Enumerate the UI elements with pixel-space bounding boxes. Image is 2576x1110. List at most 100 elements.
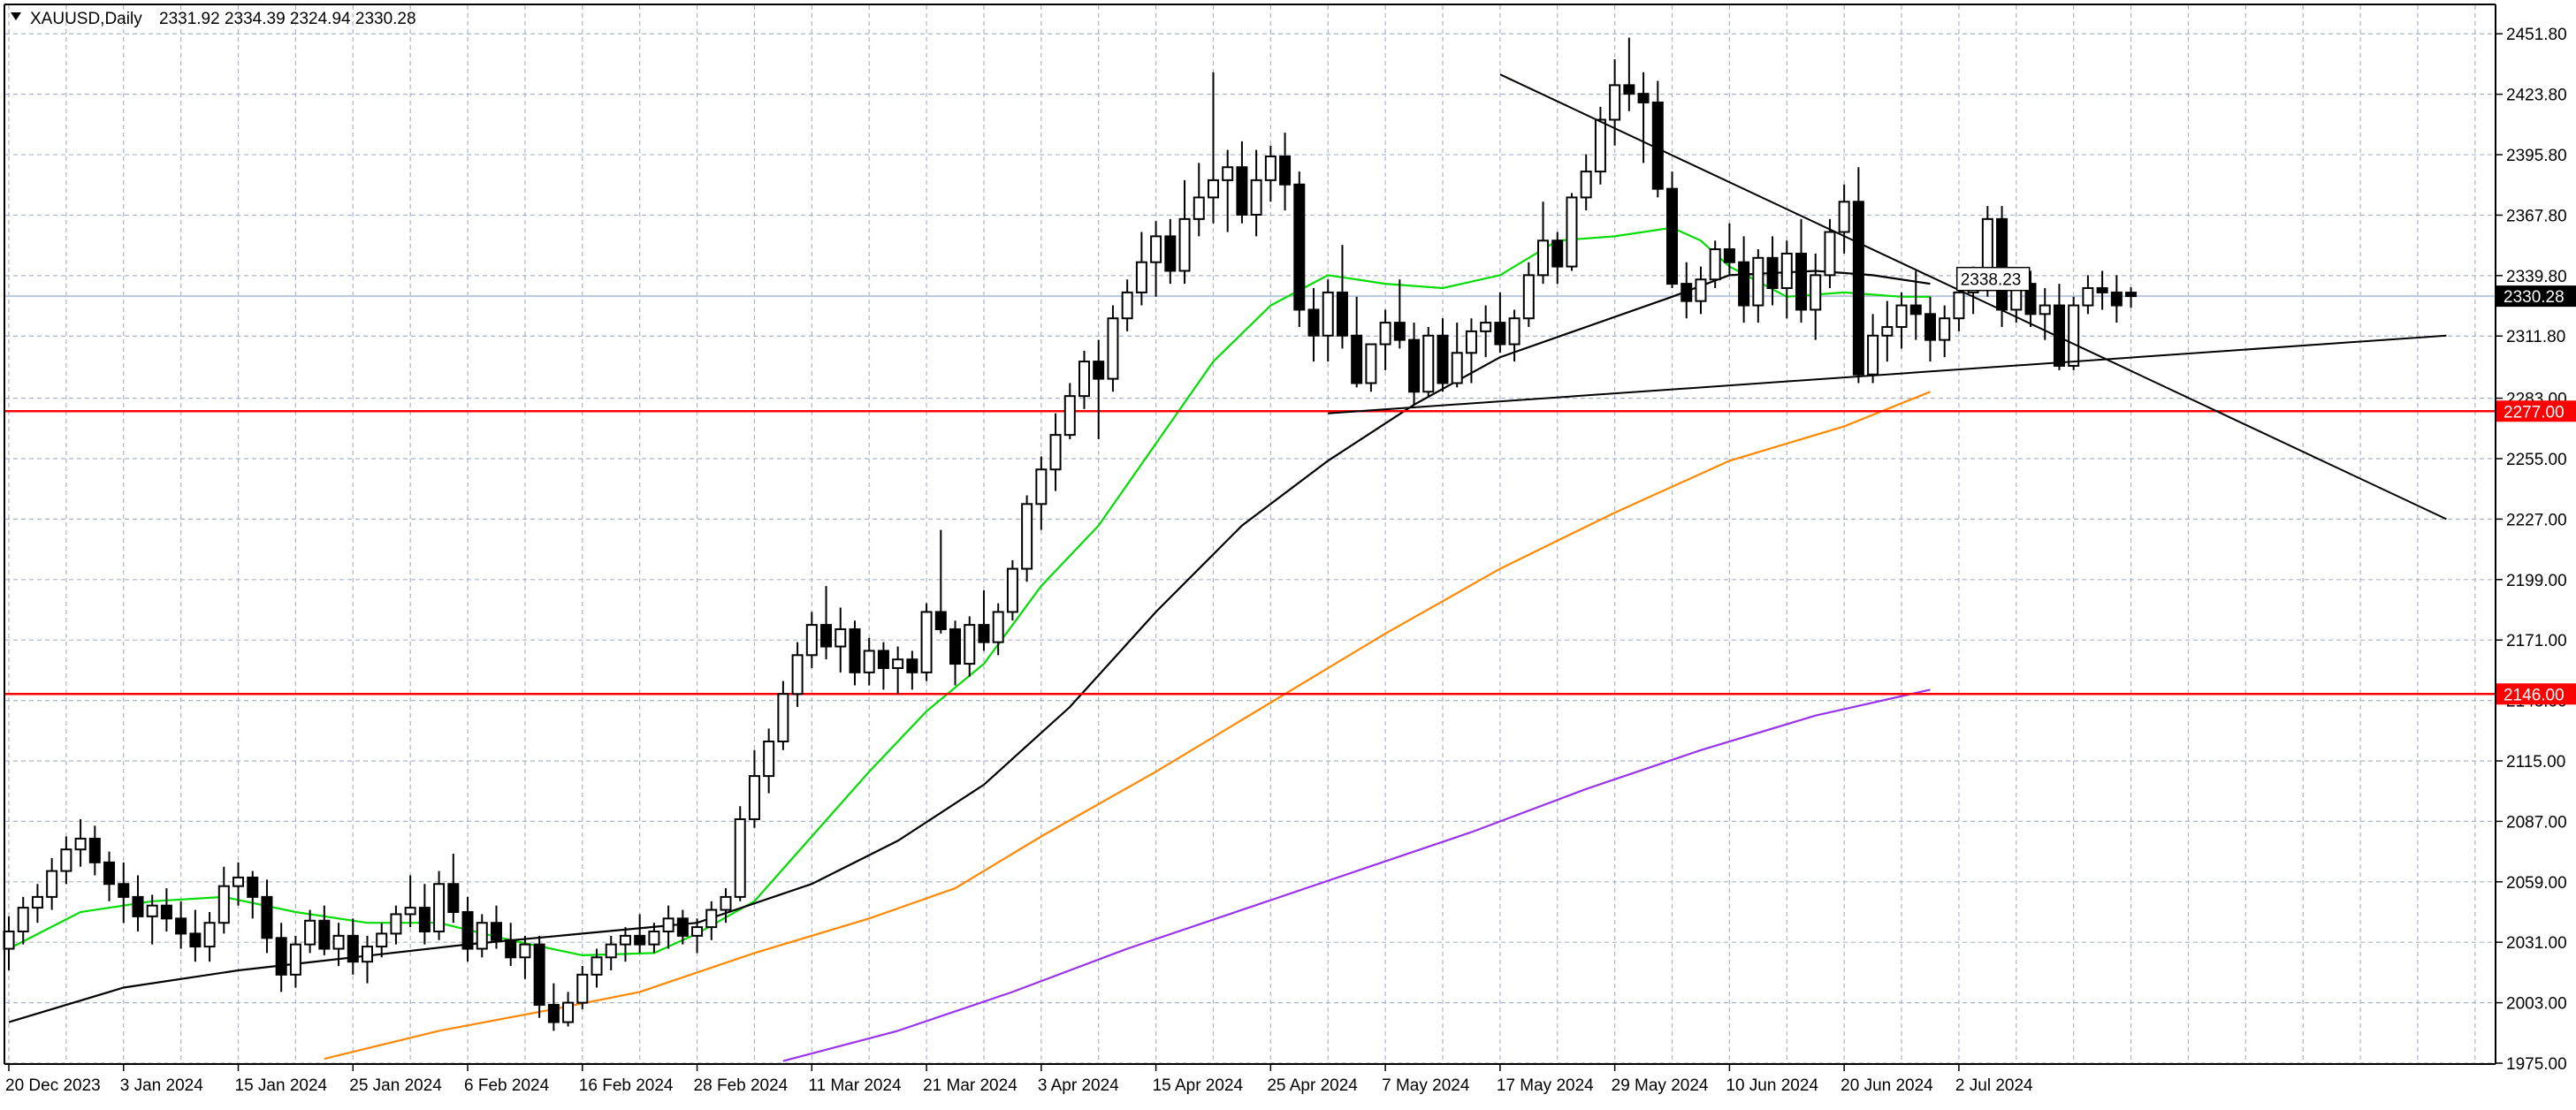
candle[interactable] <box>1709 240 1721 289</box>
candle[interactable] <box>461 896 474 962</box>
candle[interactable] <box>1566 193 1578 271</box>
candle[interactable] <box>2068 296 2080 370</box>
candle[interactable] <box>1795 218 1807 323</box>
candle[interactable] <box>46 857 58 910</box>
candle[interactable] <box>17 896 29 945</box>
candle[interactable] <box>404 875 416 928</box>
candle[interactable] <box>519 935 531 979</box>
candle[interactable] <box>1164 218 1177 285</box>
candle[interactable] <box>1049 413 1062 491</box>
candle[interactable] <box>662 905 674 949</box>
candle[interactable] <box>978 590 990 651</box>
candle[interactable] <box>390 905 402 945</box>
candle[interactable] <box>2096 270 2108 310</box>
candle[interactable] <box>1881 300 1894 362</box>
candle[interactable] <box>1895 292 1908 349</box>
candle[interactable] <box>591 948 603 988</box>
candle[interactable] <box>2082 275 2094 315</box>
candle[interactable] <box>1810 253 1822 340</box>
candle[interactable] <box>1738 236 1750 323</box>
candle[interactable] <box>1408 323 1421 405</box>
candle[interactable] <box>1150 221 1162 297</box>
candle[interactable] <box>576 966 589 1009</box>
candle[interactable] <box>74 818 87 867</box>
candle[interactable] <box>418 884 431 945</box>
candle[interactable] <box>1021 495 1033 582</box>
candle[interactable] <box>1121 279 1133 331</box>
candle[interactable] <box>2024 270 2037 327</box>
candle[interactable] <box>705 901 718 940</box>
candle[interactable] <box>289 935 301 988</box>
candle[interactable] <box>160 888 172 931</box>
candle[interactable] <box>920 603 933 681</box>
candle[interactable] <box>332 923 345 967</box>
candle[interactable] <box>835 607 847 673</box>
candle[interactable] <box>261 879 273 954</box>
candle[interactable] <box>118 862 130 924</box>
candle[interactable] <box>533 935 545 1018</box>
candle[interactable] <box>476 914 488 958</box>
candle[interactable] <box>1006 559 1018 621</box>
candle[interactable] <box>217 866 230 934</box>
candle[interactable] <box>490 905 502 949</box>
candle[interactable] <box>175 901 187 949</box>
candle[interactable] <box>1609 59 1621 146</box>
candle[interactable] <box>877 642 889 690</box>
candle[interactable] <box>934 529 947 634</box>
candle[interactable] <box>1035 456 1048 530</box>
candle[interactable] <box>1351 296 1363 388</box>
candle[interactable] <box>1637 72 1650 163</box>
candle[interactable] <box>1322 279 1334 362</box>
candle[interactable] <box>1422 326 1435 397</box>
candle[interactable] <box>1336 245 1348 349</box>
candle[interactable] <box>347 918 359 975</box>
candle[interactable] <box>362 935 373 984</box>
candle[interactable] <box>1666 171 1679 289</box>
candle[interactable] <box>1365 343 1377 392</box>
candle[interactable] <box>1838 184 1850 254</box>
candle[interactable] <box>1494 292 1506 354</box>
candle[interactable] <box>547 983 560 1031</box>
candle[interactable] <box>863 637 875 686</box>
candle[interactable] <box>203 912 216 962</box>
candle[interactable] <box>1236 141 1248 224</box>
trendline[interactable] <box>1328 334 2447 414</box>
price-tag-box[interactable] <box>1955 266 2031 292</box>
candle[interactable] <box>676 909 689 945</box>
candle[interactable] <box>992 603 1004 656</box>
candle[interactable] <box>2125 287 2138 308</box>
candle[interactable] <box>1939 305 1951 358</box>
candle[interactable] <box>318 905 331 955</box>
candle[interactable] <box>1752 249 1764 323</box>
candle[interactable] <box>103 851 116 901</box>
candle[interactable] <box>2110 275 2123 323</box>
candle[interactable] <box>232 862 245 906</box>
candle[interactable] <box>634 914 646 954</box>
candle[interactable] <box>447 854 460 924</box>
candle[interactable] <box>605 935 617 970</box>
candle[interactable] <box>1063 383 1076 440</box>
candle[interactable] <box>1379 309 1391 370</box>
candle[interactable] <box>691 918 704 954</box>
candle[interactable] <box>1207 72 1219 224</box>
candle[interactable] <box>1451 323 1463 388</box>
candle[interactable] <box>1107 305 1119 392</box>
candle[interactable] <box>433 871 446 940</box>
candle[interactable] <box>1279 133 1292 211</box>
candle[interactable] <box>247 871 259 919</box>
candle[interactable] <box>1695 266 1707 315</box>
candle[interactable] <box>964 616 976 677</box>
candle[interactable] <box>1623 37 1635 111</box>
candle[interactable] <box>648 923 660 954</box>
candle[interactable] <box>949 620 962 686</box>
candle[interactable] <box>1867 314 1879 384</box>
trendline[interactable] <box>1499 73 2447 521</box>
triangle-down-icon[interactable] <box>11 12 21 20</box>
candle[interactable] <box>132 875 144 931</box>
candle[interactable] <box>1393 279 1406 349</box>
candle[interactable] <box>275 923 287 992</box>
candle[interactable] <box>31 884 43 924</box>
candle[interactable] <box>1537 201 1550 285</box>
candle[interactable] <box>189 909 202 962</box>
